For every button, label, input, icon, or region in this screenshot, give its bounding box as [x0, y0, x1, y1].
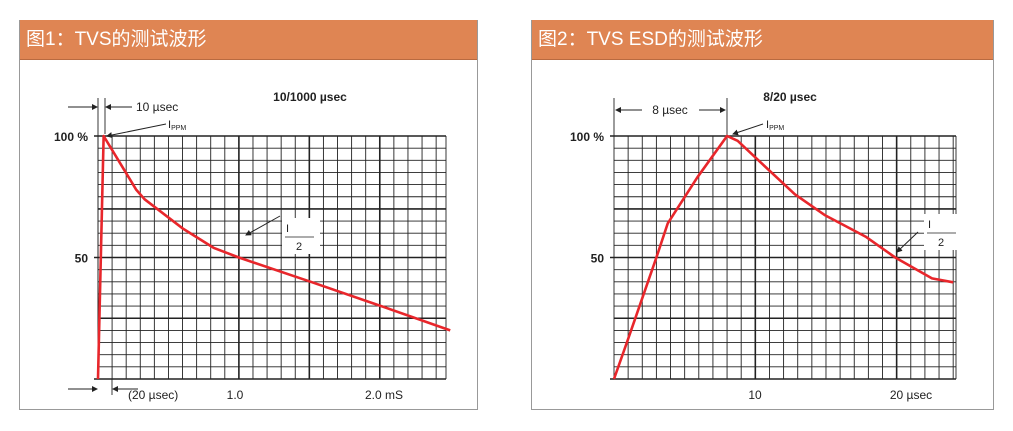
- ippm-label: I: [286, 223, 289, 235]
- figure-1-chart: 100 % 50 10/1000 µsec (20 µsec) 1.0 2.0 mS 10 …: [54, 90, 451, 402]
- rise-time-label: 8 µsec: [652, 103, 688, 117]
- y-tick-label: 100 %: [54, 130, 88, 144]
- half-denominator: 2: [938, 237, 944, 249]
- arrow: [245, 215, 281, 236]
- x-tick-label: (20 µsec): [128, 388, 178, 402]
- y-tick-label: 50: [75, 252, 89, 266]
- ippm-label: IPPM: [766, 119, 784, 132]
- chart-title: 10/1000 µsec: [273, 90, 347, 104]
- figure-2-panel: 图2：TVS ESD的测试波形 100 % 50 8/20 µsec 10 20 µse…: [531, 20, 994, 410]
- arrow: [106, 123, 167, 138]
- rise-time-label: 10 µsec: [136, 100, 178, 114]
- figure-2-chart: 100 % 50 8/20 µsec 10 20 µsec 8 µsec IPPM I2: [570, 90, 962, 402]
- waveform-line: [96, 134, 451, 380]
- x-tick-label: 1.0: [227, 388, 244, 402]
- half-label-bg: [282, 218, 320, 254]
- figure-1-header: 图1：TVS的测试波形: [20, 20, 477, 60]
- y-tick-label: 100 %: [570, 130, 604, 144]
- y-tick-label: 50: [591, 252, 605, 266]
- waveform-line: [612, 134, 954, 380]
- ippm-label: I: [928, 219, 931, 231]
- x-tick-label: 10: [748, 388, 762, 402]
- x-tick-label: 20 µsec: [890, 388, 932, 402]
- half-denominator: 2: [296, 241, 302, 253]
- x-tick-label: 2.0 mS: [365, 388, 403, 402]
- arrow: [896, 231, 919, 253]
- figure-1-panel: 图1：TVS的测试波形 100 % 50 10/1000 µsec (20 µsec)…: [19, 20, 478, 410]
- ippm-label: IPPM: [168, 119, 186, 132]
- arrow: [732, 123, 764, 136]
- chart-title: 8/20 µsec: [763, 90, 817, 104]
- half-label-bg: [924, 214, 962, 250]
- figure-2-header: 图2：TVS ESD的测试波形: [532, 20, 993, 60]
